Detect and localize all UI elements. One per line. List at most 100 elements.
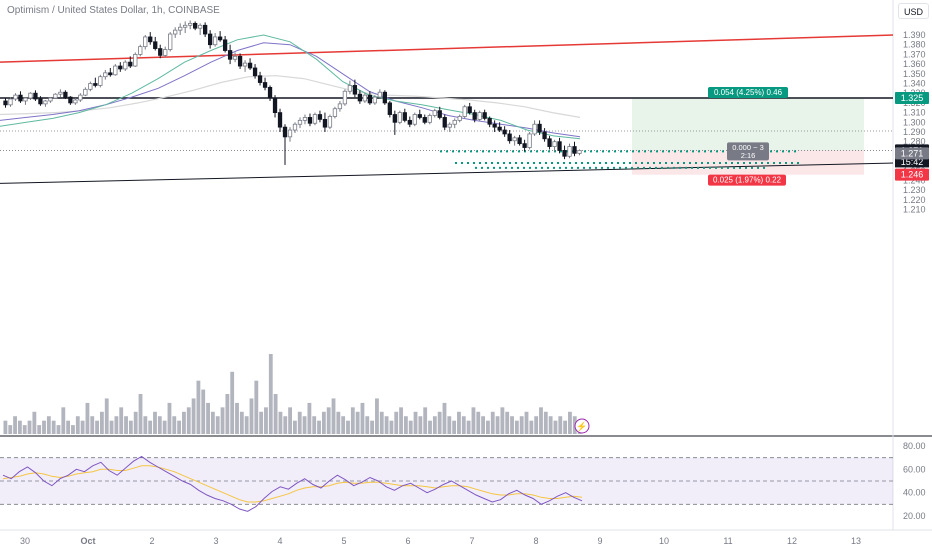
volume-bar [32, 411, 37, 434]
support-trendline[interactable] [0, 162, 894, 184]
candle-body [322, 118, 328, 128]
volume-bar [379, 411, 384, 434]
target-badge[interactable] [708, 87, 788, 99]
candle-body [188, 22, 193, 26]
volume-bar [568, 411, 572, 434]
volume-bar [563, 420, 568, 434]
candle-body [133, 54, 138, 67]
time-tick-label: Oct [80, 536, 95, 546]
candle-body [287, 129, 293, 138]
lightning-glyph: ⚡ [576, 421, 587, 433]
symbol-title: Optimism / United States Dollar, 1h, COI… [7, 5, 220, 16]
price-tick-label: 1.340 [903, 79, 926, 89]
volume-bar [548, 416, 553, 434]
candle-body [18, 94, 23, 102]
volume-bar [13, 416, 17, 434]
candle-body [562, 150, 567, 157]
price-tag-label: 1.246 [901, 170, 924, 180]
volume-bar [100, 411, 104, 434]
time-tick-label: 2 [149, 536, 154, 546]
volume-bar [476, 411, 481, 434]
time-tick-label: 7 [469, 536, 474, 546]
volume-bar [408, 420, 413, 434]
volume-bar [418, 416, 423, 434]
volume-bar [153, 411, 157, 434]
time-tick-label: 9 [597, 536, 602, 546]
volume-bar [360, 402, 365, 434]
volume-bar [259, 411, 264, 434]
candle-body [482, 112, 487, 119]
candle-body [53, 93, 58, 99]
candle-body [13, 94, 18, 100]
countdown-tag [895, 156, 929, 168]
volume-bar [182, 411, 186, 434]
rsi-tick-label: 40.00 [903, 488, 926, 498]
target-zone[interactable] [632, 98, 864, 151]
candle-body [168, 33, 173, 50]
volume-bar [75, 416, 80, 434]
volume-bar [172, 416, 177, 434]
candle-body [307, 117, 313, 124]
candle-body [407, 119, 412, 125]
candle-body [277, 112, 283, 128]
volume-bar [244, 416, 249, 434]
candle-body [532, 123, 537, 135]
candle-body [312, 114, 318, 124]
lightning-icon[interactable] [574, 418, 590, 434]
volume-bar [346, 420, 350, 434]
red-trendline[interactable] [0, 34, 894, 63]
time-tick-label: 30 [20, 536, 30, 546]
stop-badge[interactable] [708, 174, 786, 186]
target-badge-label: 0.054 (4.25%) 0.46 [714, 88, 783, 97]
volume-bar [510, 416, 514, 434]
candle-body [427, 115, 432, 123]
candle-body [477, 112, 482, 120]
volume-bar [447, 416, 452, 434]
volume-bar [442, 402, 447, 434]
volume-bar [331, 398, 336, 434]
volume-bar [413, 411, 418, 434]
volume-bar [534, 416, 539, 434]
candle-body [103, 72, 108, 78]
candle-body [247, 62, 253, 69]
candle-body [487, 118, 492, 125]
volume-bar [452, 420, 457, 434]
candle-body [572, 146, 577, 154]
candle-body [237, 55, 243, 67]
candle-body [297, 119, 303, 125]
volume-bar [22, 425, 27, 434]
candle-body [193, 22, 198, 29]
volume-bar [124, 416, 128, 434]
volume-bar [230, 371, 235, 434]
volume-bar [428, 420, 432, 434]
sma-line [0, 75, 581, 118]
volume-bar [471, 407, 476, 434]
candle-body [357, 93, 363, 102]
candle-body [63, 91, 68, 98]
volume-bar [461, 416, 466, 434]
center-badge[interactable] [727, 142, 769, 161]
time-tick-label: 6 [405, 536, 410, 546]
volume-bar [302, 416, 307, 434]
price-tick-label: 1.390 [903, 30, 926, 40]
volume-bar [365, 416, 370, 434]
candle-body [347, 85, 353, 92]
candle-body [28, 92, 33, 99]
volume-bar [220, 407, 225, 434]
volume-bar [85, 402, 90, 434]
volume-bar [500, 407, 505, 434]
candle-body [78, 94, 83, 101]
candle-body [48, 97, 53, 102]
time-tick-label: 8 [533, 536, 538, 546]
volume-bar [389, 420, 394, 434]
volume-bar [138, 394, 143, 434]
candle-body [212, 36, 218, 46]
volume-bar [519, 416, 524, 434]
candle-body [108, 72, 113, 76]
price-tag [895, 168, 929, 181]
volume-bar [457, 411, 461, 434]
volume-bar [297, 411, 302, 434]
currency-button[interactable]: USD [898, 3, 929, 19]
